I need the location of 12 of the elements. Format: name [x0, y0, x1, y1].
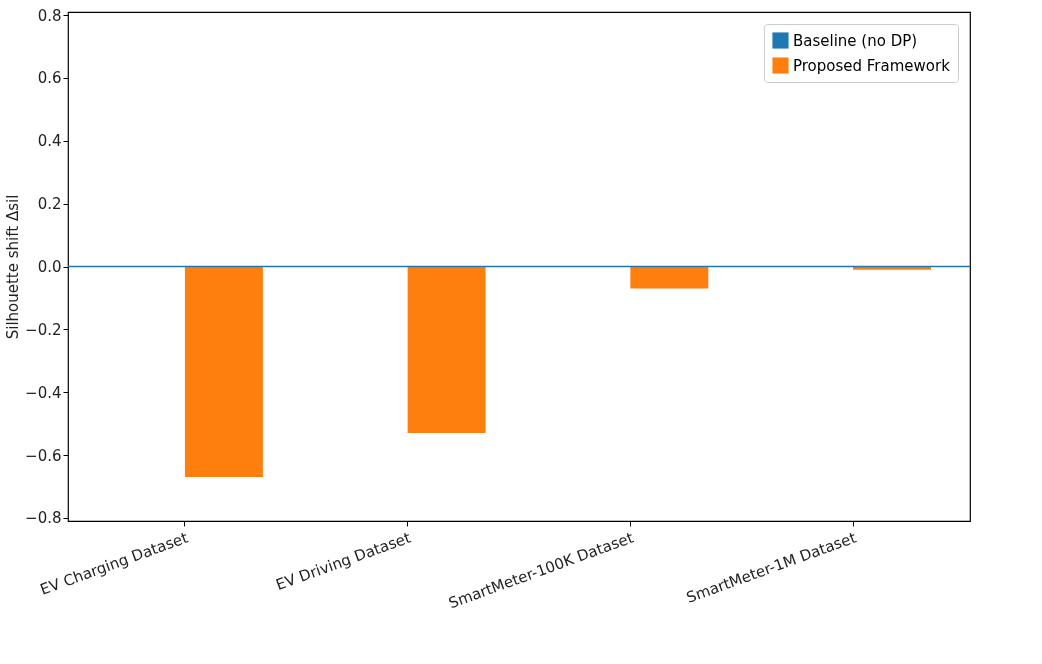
- y-tick-label: −0.8: [25, 509, 62, 528]
- y-tick-label: 0.2: [37, 195, 62, 214]
- legend-label: Proposed Framework: [793, 56, 951, 75]
- legend-label: Baseline (no DP): [793, 31, 918, 50]
- y-tick-label: 0.4: [37, 132, 62, 151]
- y-tick-label: −0.4: [25, 383, 62, 402]
- y-axis-title: Silhouette shift Δsil: [4, 194, 23, 340]
- y-tick-label: 0.6: [37, 69, 62, 88]
- y-tick-label: −0.2: [25, 320, 62, 339]
- y-tick-label: −0.6: [25, 446, 62, 465]
- y-tick-label: 0.0: [37, 258, 62, 276]
- y-tick-label: 0.8: [37, 6, 62, 25]
